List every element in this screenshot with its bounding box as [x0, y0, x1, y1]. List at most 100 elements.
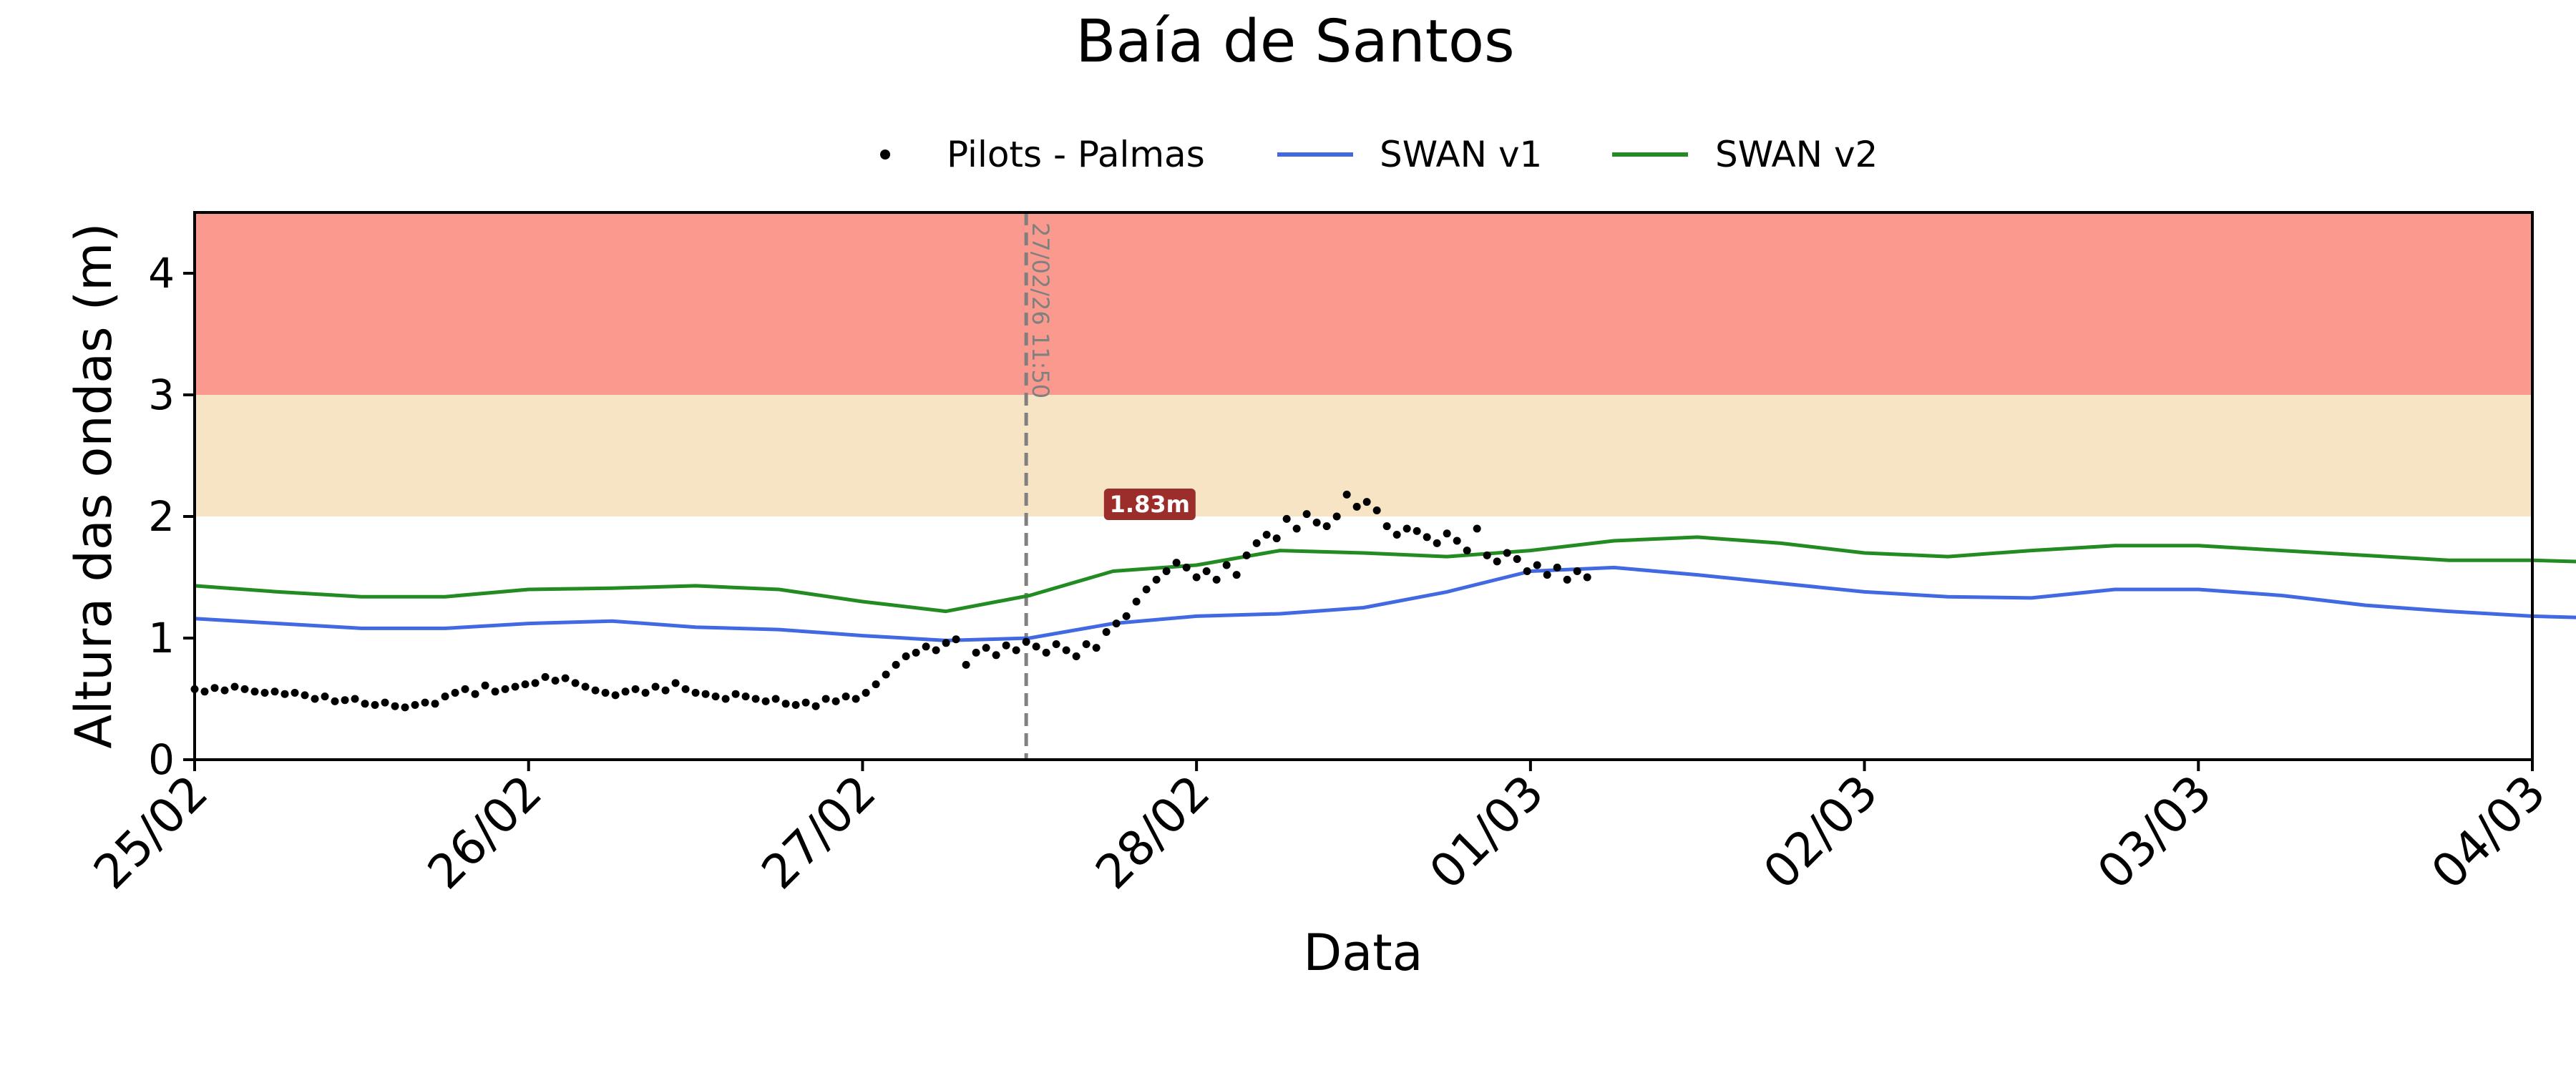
data-point	[301, 691, 309, 700]
data-point	[741, 692, 750, 701]
data-point	[1473, 524, 1481, 533]
legend-entry: SWAN v1	[1277, 134, 1542, 175]
y-axis-label: Altura das ondas (m)	[64, 222, 123, 748]
data-point	[791, 701, 800, 709]
data-point	[1252, 539, 1261, 547]
data-point	[1282, 514, 1291, 523]
data-point	[291, 689, 299, 697]
y-axis: 0 1 2 3 4	[148, 249, 195, 784]
data-point	[641, 689, 650, 697]
data-point	[1172, 559, 1181, 567]
annotation-badge	[1103, 489, 1196, 520]
data-point	[1242, 551, 1251, 559]
data-point	[1423, 533, 1431, 542]
data-point	[280, 690, 289, 698]
data-point	[511, 682, 519, 691]
data-point	[781, 700, 790, 708]
legend-label: SWAN v2	[1715, 134, 1878, 175]
data-point	[821, 695, 830, 703]
data-point	[811, 702, 820, 710]
data-point	[1433, 539, 1441, 547]
data-point	[411, 701, 419, 709]
data-point	[351, 695, 359, 703]
data-point	[1222, 561, 1231, 569]
y-tick-label: 0	[148, 735, 175, 784]
data-point	[1533, 561, 1541, 569]
data-point	[451, 689, 459, 697]
data-point	[982, 644, 990, 652]
data-point	[1553, 563, 1561, 572]
data-point	[421, 698, 429, 707]
legend-entry: Pilots - Palmas	[880, 134, 1205, 175]
data-point	[681, 685, 690, 693]
data-point	[371, 701, 379, 709]
data-point	[581, 682, 590, 691]
data-point	[1232, 571, 1241, 579]
data-point	[611, 691, 620, 700]
data-point	[631, 685, 640, 693]
data-point	[1082, 640, 1091, 648]
data-point	[331, 697, 339, 705]
reference-line-group: 27/02/26 11:50	[1024, 212, 1054, 760]
legend-label: SWAN v1	[1380, 134, 1542, 175]
data-point	[1112, 619, 1121, 628]
data-point	[321, 692, 329, 701]
y-tick-label: 3	[148, 371, 175, 419]
x-axis-label: Data	[1303, 923, 1423, 982]
data-point	[1503, 549, 1511, 557]
data-point	[671, 679, 680, 687]
data-point	[1493, 557, 1501, 566]
data-point	[892, 660, 900, 669]
data-point	[1443, 529, 1451, 538]
data-point	[771, 695, 780, 703]
data-point	[260, 689, 269, 697]
y-tick-label: 4	[148, 249, 175, 298]
data-point	[491, 687, 499, 696]
data-point	[481, 681, 489, 690]
data-point	[441, 692, 449, 701]
data-point	[1272, 534, 1281, 543]
data-point	[1132, 597, 1141, 606]
data-point	[1052, 640, 1060, 648]
data-point	[831, 697, 840, 705]
data-point	[701, 690, 710, 698]
data-point	[651, 682, 660, 691]
data-point	[1332, 512, 1341, 521]
data-point	[501, 685, 509, 693]
data-point	[801, 698, 810, 707]
data-point	[1192, 573, 1201, 582]
data-point	[230, 682, 239, 691]
data-point	[1463, 547, 1471, 555]
annotation-label: 1.83m	[1110, 491, 1190, 518]
data-point	[962, 660, 970, 669]
data-point	[1402, 524, 1411, 533]
series-line-1	[194, 565, 2576, 642]
data-point	[1302, 510, 1311, 519]
data-point	[1523, 567, 1531, 575]
data-point	[601, 689, 610, 697]
data-point	[1042, 648, 1050, 657]
data-point	[1182, 563, 1191, 572]
data-point	[1372, 506, 1381, 514]
data-point	[1352, 502, 1361, 511]
data-point	[751, 695, 760, 703]
data-point	[1152, 575, 1161, 584]
threshold-bands	[195, 212, 2532, 516]
data-point	[1062, 646, 1070, 655]
data-point	[1202, 567, 1211, 575]
data-point	[1392, 531, 1401, 539]
series-points	[190, 490, 1591, 712]
data-point	[852, 695, 860, 703]
data-point	[1212, 575, 1221, 584]
annotation-group: 1.83m	[1103, 489, 1196, 520]
data-point	[1262, 531, 1271, 539]
legend: Pilots - Palmas SWAN v1 SWAN v2	[880, 134, 1878, 175]
data-point	[1543, 571, 1551, 579]
data-point	[761, 697, 770, 705]
data-point	[561, 674, 570, 682]
data-point	[1032, 642, 1040, 651]
data-point	[240, 685, 249, 693]
data-point	[461, 685, 469, 693]
y-tick-label: 1	[148, 614, 175, 662]
data-point	[210, 684, 219, 692]
